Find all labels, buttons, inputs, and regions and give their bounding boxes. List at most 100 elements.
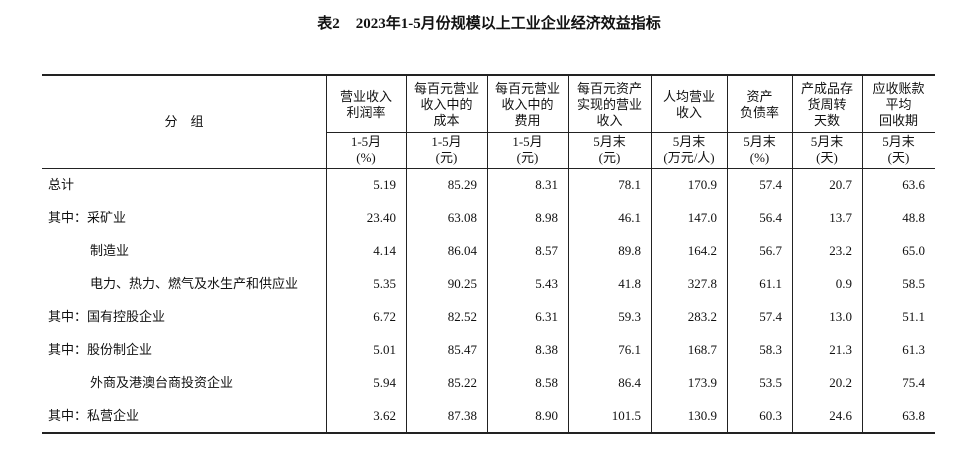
column-name: 回收期 xyxy=(878,113,918,128)
column-rule xyxy=(651,74,652,432)
cell-value: 48.8 xyxy=(902,209,925,225)
cell-value: 5.43 xyxy=(535,275,558,291)
column-unit: (%) xyxy=(356,150,376,165)
cell-value: 85.47 xyxy=(447,341,477,357)
row-label: 其中：私营企业 xyxy=(48,407,140,423)
cell-value: 5.94 xyxy=(373,374,396,390)
column-unit: 1-5月 xyxy=(512,134,543,149)
cell-value: 8.58 xyxy=(535,374,558,390)
cell-value: 21.3 xyxy=(829,341,852,357)
cell-value: 63.8 xyxy=(902,407,925,423)
cell-value: 6.72 xyxy=(373,308,396,324)
cell-value: 8.57 xyxy=(535,242,558,258)
column-rule xyxy=(568,74,569,432)
column-unit: (万元/人) xyxy=(663,150,715,165)
cell-value: 57.4 xyxy=(759,308,782,324)
column-unit: (元) xyxy=(435,150,458,165)
cell-value: 147.0 xyxy=(687,209,717,225)
column-name: 实现的营业 xyxy=(576,97,642,112)
column-unit: 5月末 xyxy=(810,134,844,149)
column-name: 天数 xyxy=(813,113,840,128)
cell-value: 5.19 xyxy=(373,176,396,192)
column-name: 产成品存 xyxy=(800,81,853,96)
cell-value: 20.7 xyxy=(829,176,852,192)
title-block: 表2 2023年1-5月份规模以上工业企业经济效益指标 xyxy=(0,12,978,33)
cell-value: 8.38 xyxy=(535,341,558,357)
unit-rule xyxy=(326,132,935,133)
column-name: 收入中的 xyxy=(501,97,554,112)
cell-value: 164.2 xyxy=(687,242,717,258)
cell-value: 168.7 xyxy=(687,341,717,357)
cell-value: 56.4 xyxy=(759,209,782,225)
stub-header: 分 组 xyxy=(164,114,204,129)
column-unit: (元) xyxy=(516,150,539,165)
column-name: 营业收入 xyxy=(339,89,392,104)
cell-value: 5.35 xyxy=(373,275,396,291)
column-name: 负债率 xyxy=(739,105,779,120)
cell-value: 63.6 xyxy=(902,176,925,192)
cell-value: 86.04 xyxy=(447,242,477,258)
column-name: 收入中的 xyxy=(420,97,473,112)
cell-value: 53.5 xyxy=(759,374,782,390)
row-label: 其中：采矿业 xyxy=(48,209,127,225)
column-unit: (%) xyxy=(749,150,770,165)
cell-value: 13.7 xyxy=(829,209,852,225)
cell-value: 130.9 xyxy=(687,407,717,423)
column-unit: (元) xyxy=(598,150,621,165)
cell-value: 23.40 xyxy=(366,209,396,225)
column-rule xyxy=(487,74,488,432)
cell-value: 23.2 xyxy=(829,242,852,258)
table-title: 2023年1-5月份规模以上工业企业经济效益指标 xyxy=(355,16,661,32)
row-label: 外商及港澳台商投资企业 xyxy=(90,374,234,390)
column-name: 利润率 xyxy=(346,105,386,120)
column-name: 收入 xyxy=(675,105,702,120)
cell-value: 87.38 xyxy=(447,407,477,423)
cell-value: 283.2 xyxy=(687,308,717,324)
cell-value: 85.22 xyxy=(447,374,477,390)
column-name: 每百元资产 xyxy=(576,81,642,96)
column-unit: 1-5月 xyxy=(431,134,462,149)
cell-value: 58.3 xyxy=(759,341,782,357)
column-unit: (天) xyxy=(887,150,910,165)
column-rule xyxy=(326,74,327,432)
cell-value: 61.1 xyxy=(759,275,782,291)
header-rule xyxy=(42,168,935,169)
cell-value: 41.8 xyxy=(618,275,641,291)
cell-value: 13.0 xyxy=(829,308,852,324)
column-name: 每百元营业 xyxy=(494,81,560,96)
column-rule xyxy=(727,74,728,432)
column-rule xyxy=(792,74,793,432)
column-name: 收入 xyxy=(596,113,623,128)
cell-value: 61.3 xyxy=(902,341,925,357)
column-name: 每百元营业 xyxy=(413,81,479,96)
cell-value: 3.62 xyxy=(373,407,396,423)
cell-value: 20.2 xyxy=(829,374,852,390)
cell-value: 24.6 xyxy=(829,407,852,423)
cell-value: 4.14 xyxy=(373,242,396,258)
column-name: 人均营业 xyxy=(662,89,715,104)
top-rule xyxy=(42,74,935,76)
cell-value: 6.31 xyxy=(535,308,558,324)
row-label: 其中：国有控股企业 xyxy=(48,308,166,324)
cell-value: 58.5 xyxy=(902,275,925,291)
row-label: 总计 xyxy=(48,176,75,192)
cell-value: 85.29 xyxy=(447,176,477,192)
column-name: 平均 xyxy=(885,97,912,112)
row-label: 电力、热力、燃气及水生产和供应业 xyxy=(90,275,299,291)
cell-value: 78.1 xyxy=(618,176,641,192)
cell-value: 57.4 xyxy=(759,176,782,192)
cell-value: 51.1 xyxy=(902,308,925,324)
cell-value: 76.1 xyxy=(618,341,641,357)
cell-value: 60.3 xyxy=(759,407,782,423)
row-label: 制造业 xyxy=(90,242,130,258)
column-name: 成本 xyxy=(433,113,460,128)
cell-value: 173.9 xyxy=(687,374,717,390)
column-rule xyxy=(406,74,407,432)
column-name: 费用 xyxy=(514,113,541,128)
cell-value: 5.01 xyxy=(373,341,396,357)
cell-value: 170.9 xyxy=(687,176,717,192)
cell-value: 0.9 xyxy=(835,275,852,291)
bottom-rule xyxy=(42,432,935,434)
cell-value: 63.08 xyxy=(447,209,477,225)
